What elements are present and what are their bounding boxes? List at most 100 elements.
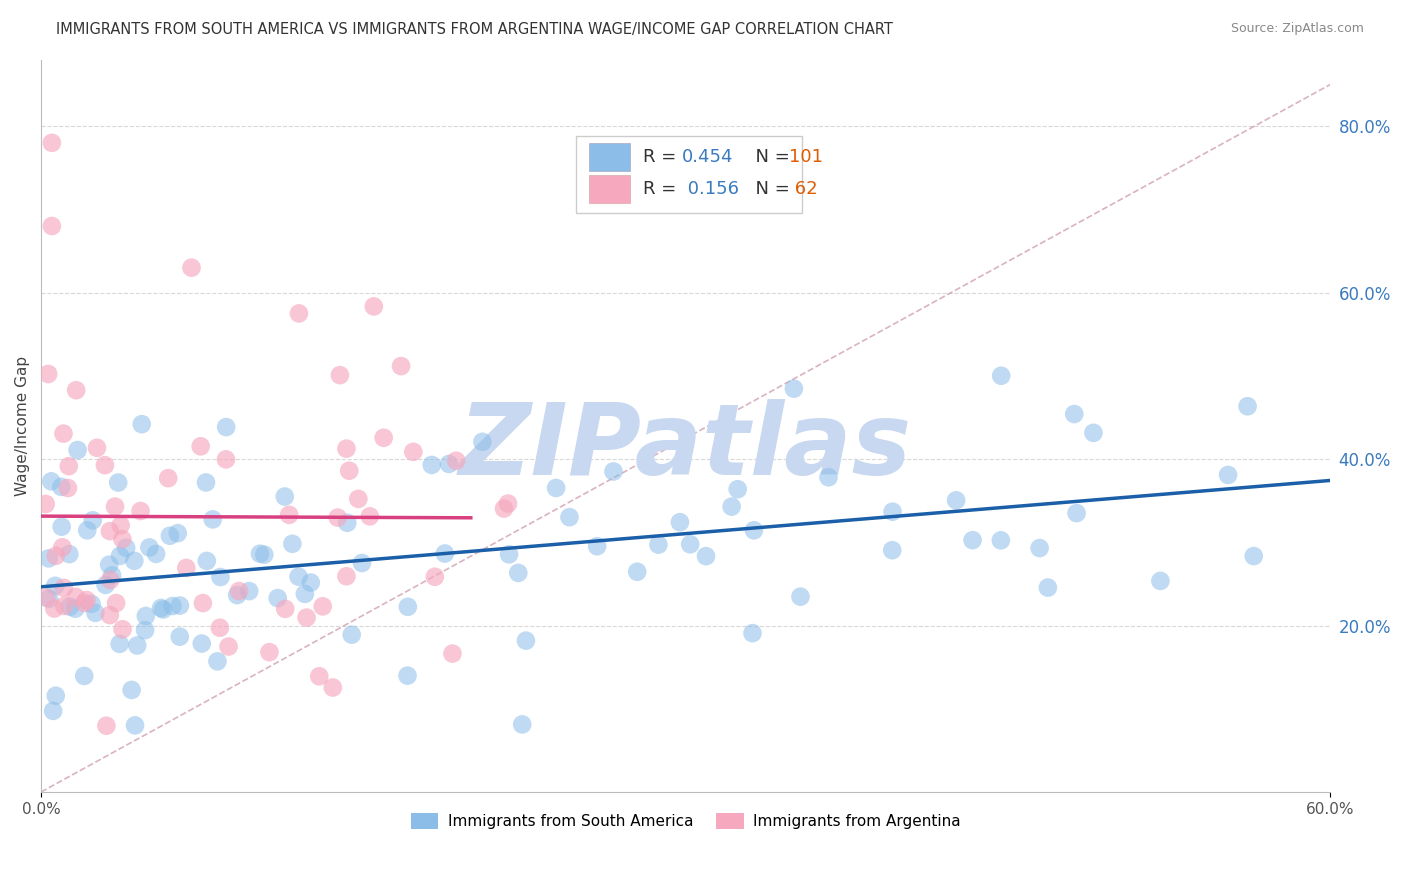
Legend: Immigrants from South America, Immigrants from Argentina: Immigrants from South America, Immigrant… (405, 807, 966, 836)
Point (180, 260, 202, 275)
Point (73, 596, 96, 610)
Point (288, 306, 311, 320)
Point (396, 599, 419, 614)
Point (679, 537, 702, 551)
Point (228, 584, 250, 599)
Point (129, 504, 152, 518)
Point (510, 717, 533, 731)
Point (108, 549, 131, 563)
Point (94, 578, 117, 592)
Point (882, 543, 904, 558)
Point (157, 471, 180, 485)
Point (1028, 541, 1050, 555)
Point (586, 539, 609, 553)
Point (336, 516, 359, 530)
Point (312, 599, 335, 614)
Point (281, 537, 304, 551)
Point (226, 588, 249, 602)
Point (82, 513, 104, 527)
Point (496, 497, 519, 511)
Point (39, 475, 62, 489)
Point (42, 704, 65, 718)
Text: ZIPatlas: ZIPatlas (460, 400, 912, 496)
Point (695, 549, 717, 563)
Point (322, 681, 344, 695)
Point (65, 601, 87, 615)
Point (238, 584, 260, 599)
Point (124, 718, 146, 732)
Point (190, 636, 212, 650)
Point (433, 547, 456, 561)
Point (73, 669, 96, 683)
Point (96, 719, 118, 733)
Point (215, 420, 238, 434)
Point (58, 547, 80, 561)
Point (51, 541, 73, 555)
Point (329, 368, 352, 383)
Point (1066, 506, 1088, 520)
Point (558, 510, 581, 524)
Point (1036, 581, 1059, 595)
Point (1243, 549, 1265, 563)
Point (107, 475, 129, 490)
Point (350, 556, 373, 570)
Point (498, 547, 520, 561)
Point (1236, 399, 1258, 413)
Point (51, 480, 73, 494)
Point (1216, 467, 1239, 482)
Point (1083, 425, 1105, 440)
Point (515, 633, 537, 648)
Point (52, 426, 75, 441)
Point (287, 569, 309, 583)
FancyBboxPatch shape (589, 176, 630, 203)
Point (98, 608, 121, 623)
Point (38, 591, 60, 606)
Point (207, 654, 229, 668)
Point (295, 610, 318, 624)
Point (471, 434, 494, 449)
Text: N =: N = (744, 148, 796, 166)
Point (274, 602, 297, 616)
Point (267, 591, 290, 605)
Point (98, 573, 121, 587)
Point (340, 628, 363, 642)
Point (41, 136, 63, 150)
Point (882, 505, 904, 519)
Point (194, 475, 217, 490)
Point (65, 590, 87, 604)
Point (990, 368, 1012, 383)
Point (44, 601, 66, 615)
Point (783, 382, 806, 396)
Text: 101: 101 (789, 148, 823, 166)
Point (159, 529, 181, 543)
Point (274, 490, 297, 504)
Point (190, 439, 212, 453)
Point (546, 481, 568, 495)
Point (441, 647, 464, 661)
Point (249, 547, 271, 561)
Text: R =: R = (643, 148, 682, 166)
Point (359, 509, 381, 524)
Point (86, 441, 108, 455)
Point (363, 300, 385, 314)
Point (215, 452, 238, 467)
Point (990, 533, 1012, 548)
Point (444, 454, 467, 468)
Point (45, 549, 67, 563)
Point (253, 548, 276, 562)
Point (131, 417, 153, 432)
Point (294, 587, 316, 601)
Point (817, 470, 839, 484)
Point (373, 431, 395, 445)
Point (209, 570, 232, 584)
Point (720, 500, 742, 514)
Point (135, 609, 157, 624)
Point (626, 565, 648, 579)
Point (53, 599, 76, 613)
Point (35, 497, 58, 511)
Y-axis label: Wage/Income Gap: Wage/Income Gap (15, 356, 30, 496)
Point (420, 458, 443, 472)
Point (337, 464, 360, 478)
Point (741, 626, 763, 640)
Point (104, 500, 127, 514)
